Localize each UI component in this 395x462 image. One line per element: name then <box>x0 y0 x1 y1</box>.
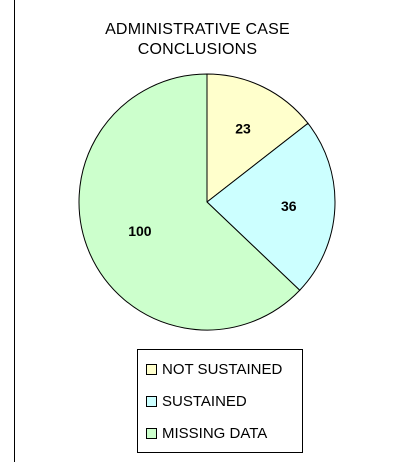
pie-slice-missing-data <box>78 73 301 331</box>
legend-label: NOT SUSTAINED <box>162 360 283 378</box>
chart-legend: NOT SUSTAINED SUSTAINED MISSING DATA <box>137 349 303 453</box>
legend-swatch <box>146 395 157 407</box>
pie-data-label-sustained: 36 <box>281 198 297 214</box>
pie-data-label-not-sustained: 23 <box>235 120 251 136</box>
pie-data-labels: 23 36 100 <box>128 120 297 238</box>
legend-label: MISSING DATA <box>162 424 268 442</box>
chart-title-line-2: CONCLUSIONS <box>137 41 258 58</box>
legend-item-sustained: SUSTAINED <box>146 391 247 411</box>
chart-title: ADMINISTRATIVE CASE CONCLUSIONS <box>0 20 395 60</box>
legend-swatch <box>146 363 157 375</box>
pie-slice-not-sustained <box>206 73 309 204</box>
chart-frame <box>14 0 395 462</box>
legend-swatch <box>146 427 157 439</box>
legend-item-not-sustained: NOT SUSTAINED <box>146 359 282 379</box>
chart-title-line-1: ADMINISTRATIVE CASE <box>105 21 290 38</box>
pie-slices <box>78 73 336 331</box>
pie-slice-sustained <box>206 122 336 291</box>
legend-label: SUSTAINED <box>162 392 247 410</box>
pie-data-label-missing-data: 100 <box>128 223 152 239</box>
legend-item-missing-data: MISSING DATA <box>146 423 267 443</box>
